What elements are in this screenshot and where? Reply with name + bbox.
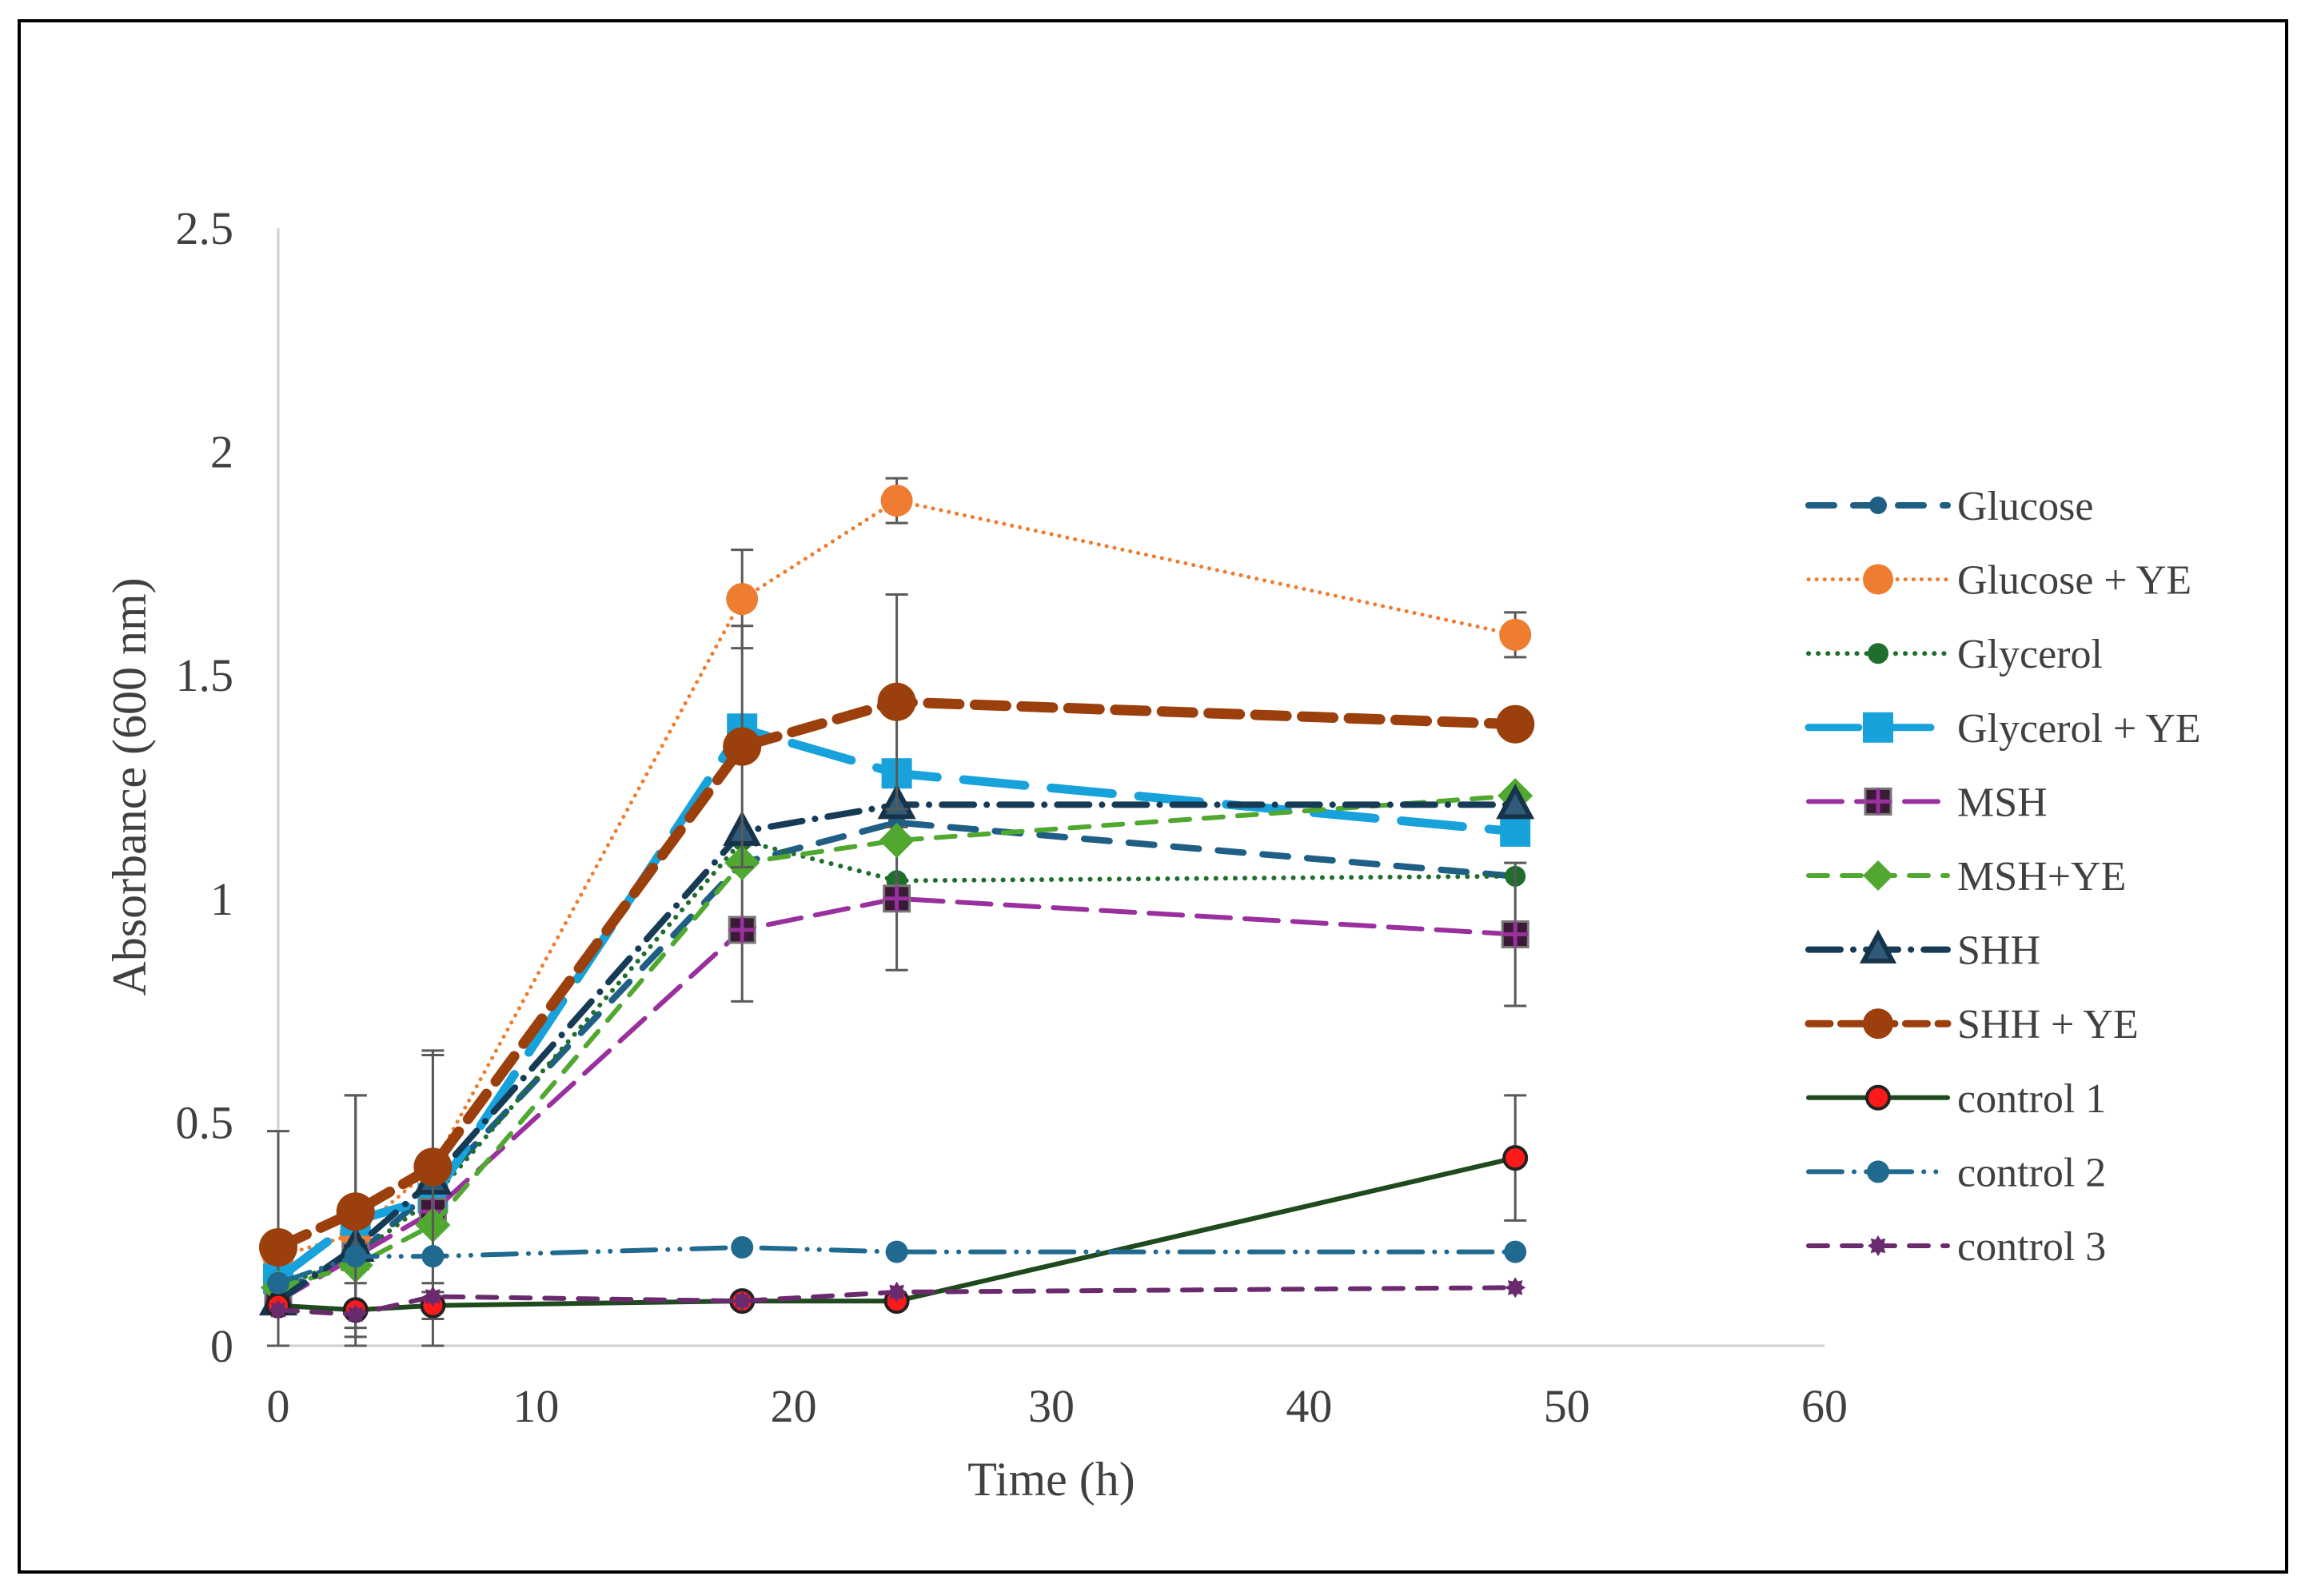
data-point	[413, 1147, 453, 1187]
data-point	[877, 682, 916, 721]
series-5	[261, 778, 1533, 1306]
legend-label: MSH	[1957, 780, 2048, 825]
legend-swatch-marker	[1863, 1008, 1893, 1039]
legend: Glucose Glucose + YE Glycerol Glycerol + YE…	[1805, 484, 2201, 1270]
data-point	[732, 1291, 753, 1312]
legend-entry: MSH	[1806, 780, 2048, 825]
data-point	[345, 1303, 366, 1325]
legend-swatch-marker	[1865, 1084, 1891, 1111]
series-layer	[258, 477, 1535, 1347]
data-point	[259, 1227, 297, 1267]
legend-entry: control 1	[1806, 1076, 2106, 1122]
legend-swatch-marker	[1863, 860, 1893, 891]
legend-swatch-marker	[1859, 929, 1897, 964]
y-tick-label: 1.5	[176, 649, 234, 701]
legend-entry: SHH	[1805, 928, 2040, 974]
data-point	[885, 1240, 908, 1263]
x-tick-label: 40	[1286, 1380, 1332, 1432]
y-tick-label: 0.5	[176, 1096, 234, 1148]
data-point	[726, 583, 759, 616]
data-point	[421, 1245, 445, 1268]
series-line	[276, 1155, 1518, 1313]
series-4	[264, 825, 1529, 1347]
legend-swatch-marker	[1869, 497, 1887, 514]
legend-label: control 3	[1957, 1224, 2106, 1270]
legend-label: Glucose	[1957, 484, 2093, 529]
legend-label: Glycerol + YE	[1957, 706, 2201, 752]
legend-entry: control 2	[1806, 1150, 2106, 1195]
legend-entry: Glycerol + YE	[1805, 706, 2201, 752]
legend-entry: MSH+YE	[1806, 854, 2126, 900]
series-line	[276, 1285, 1518, 1317]
series-10	[268, 1277, 1526, 1325]
legend-label: Glucose + YE	[1957, 558, 2191, 604]
legend-swatch-marker	[1868, 1235, 1888, 1256]
x-tick-label: 0	[267, 1380, 290, 1432]
data-point	[723, 727, 762, 766]
data-point	[880, 485, 913, 517]
x-axis-title: Time (h)	[967, 1453, 1135, 1506]
legend-swatch-marker-cross	[1865, 788, 1891, 815]
legend-label: SHH	[1957, 928, 2040, 974]
y-tick-label: 1	[210, 873, 233, 925]
x-tick-label: 60	[1801, 1380, 1848, 1432]
data-point	[336, 1192, 375, 1231]
series-line	[276, 1245, 1518, 1286]
y-tick-label: 2.5	[176, 202, 234, 254]
data-point	[1499, 618, 1532, 651]
y-tick-label: 0	[210, 1320, 233, 1372]
data-point	[1502, 1145, 1529, 1171]
data-point	[1496, 704, 1535, 744]
legend-swatch-marker	[1867, 1160, 1889, 1183]
data-point-cross	[729, 916, 756, 943]
y-tick-label: 2	[210, 426, 233, 478]
legend-entry: Glycerol	[1806, 632, 2103, 677]
x-tick-label: 20	[771, 1380, 817, 1432]
y-axis-title: Absorbance (600 nm)	[103, 577, 156, 996]
data-point	[1504, 1240, 1527, 1263]
legend-swatch-marker	[1868, 643, 1888, 664]
data-point	[1505, 1277, 1526, 1299]
data-point	[344, 1245, 367, 1268]
x-tick-label: 30	[1028, 1380, 1075, 1432]
data-point	[1496, 784, 1535, 820]
legend-entry: SHH + YE	[1805, 1002, 2139, 1047]
data-point	[886, 1281, 907, 1303]
legend-label: control 2	[1957, 1150, 2106, 1195]
data-point	[731, 1235, 754, 1259]
series-9	[267, 1235, 1527, 1295]
data-point	[422, 1286, 444, 1307]
legend-entry: Glucose	[1805, 484, 2093, 529]
legend-swatch-marker	[1863, 712, 1893, 743]
x-tick-label: 50	[1544, 1380, 1590, 1432]
data-point	[879, 823, 915, 859]
legend-entry: control 3	[1806, 1224, 2106, 1270]
data-point	[268, 1299, 289, 1321]
data-point	[267, 1271, 289, 1295]
data-point-cross	[883, 885, 910, 912]
data-point-cross	[1502, 921, 1529, 948]
x-tick-label: 10	[512, 1380, 559, 1432]
legend-label: MSH+YE	[1957, 854, 2126, 900]
legend-label: SHH + YE	[1957, 1002, 2139, 1047]
data-point	[1500, 816, 1531, 847]
legend-label: Glycerol	[1957, 632, 2103, 677]
legend-label: control 1	[1957, 1076, 2106, 1122]
legend-entry: Glucose + YE	[1806, 558, 2191, 604]
legend-swatch-marker	[1863, 564, 1893, 595]
